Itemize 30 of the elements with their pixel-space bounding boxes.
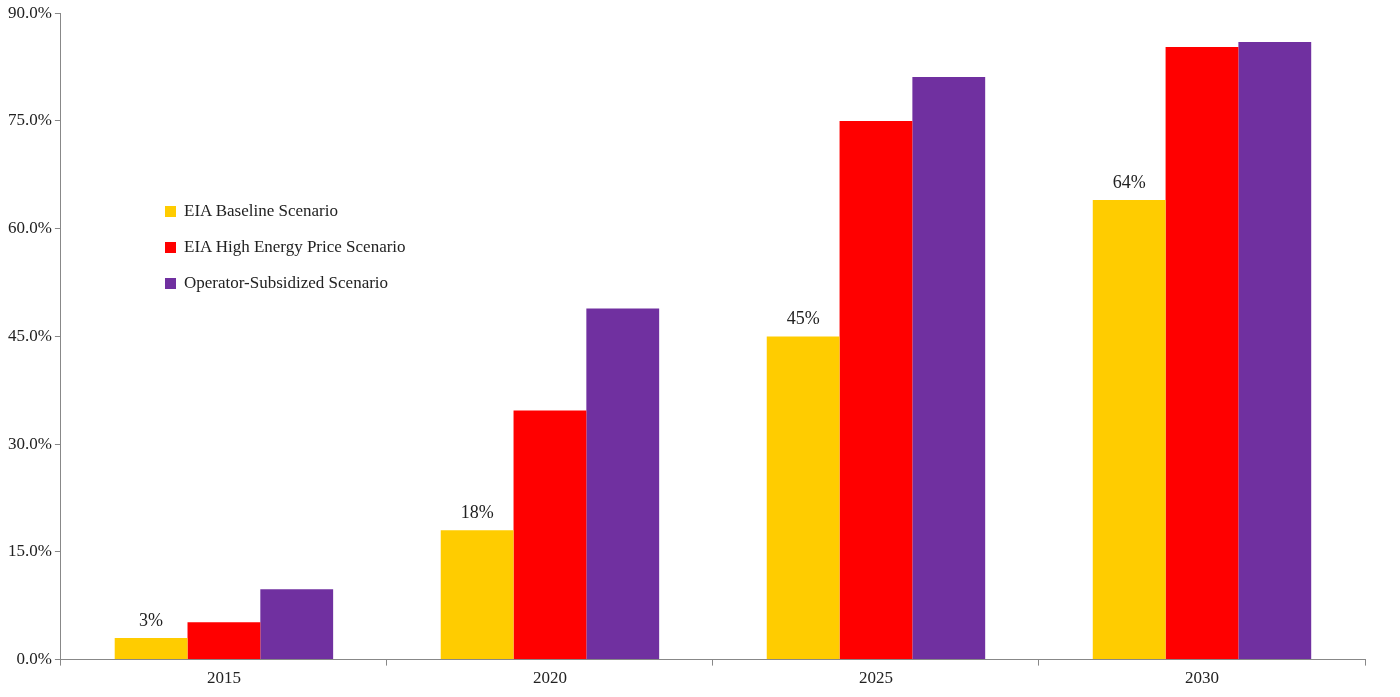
bar [513,410,587,660]
bar [586,308,660,660]
data-label: 3% [139,609,164,630]
bar [187,622,261,660]
x-tick-label: 2030 [1184,668,1219,688]
bar [839,120,913,660]
y-tick-label: 75.0% [7,110,52,130]
y-tick-label: 45.0% [7,325,52,345]
data-label: 45% [786,308,820,329]
legend-label: EIA High Energy Price Scenario [184,237,406,257]
x-tick-label: 2015 [206,668,241,688]
bar [1238,41,1312,660]
bar [1092,199,1166,660]
bar [766,336,840,660]
x-tick-label: 2025 [858,668,893,688]
bar [1165,46,1239,660]
legend-label: EIA Baseline Scenario [184,201,338,221]
y-tick-label: 60.0% [7,218,52,238]
bar [912,77,986,660]
bar [260,589,334,660]
legend-label: Operator-Subsidized Scenario [184,273,389,293]
y-tick-label: 30.0% [7,433,52,453]
data-label: 18% [460,502,494,523]
y-tick-label: 90.0% [7,2,52,22]
data-label: 64% [1112,171,1146,192]
bar [114,638,188,660]
y-tick-label: 15.0% [7,541,52,561]
x-tick-label: 2020 [532,668,567,688]
bar [440,530,514,660]
y-tick-label: 0.0% [16,649,52,669]
